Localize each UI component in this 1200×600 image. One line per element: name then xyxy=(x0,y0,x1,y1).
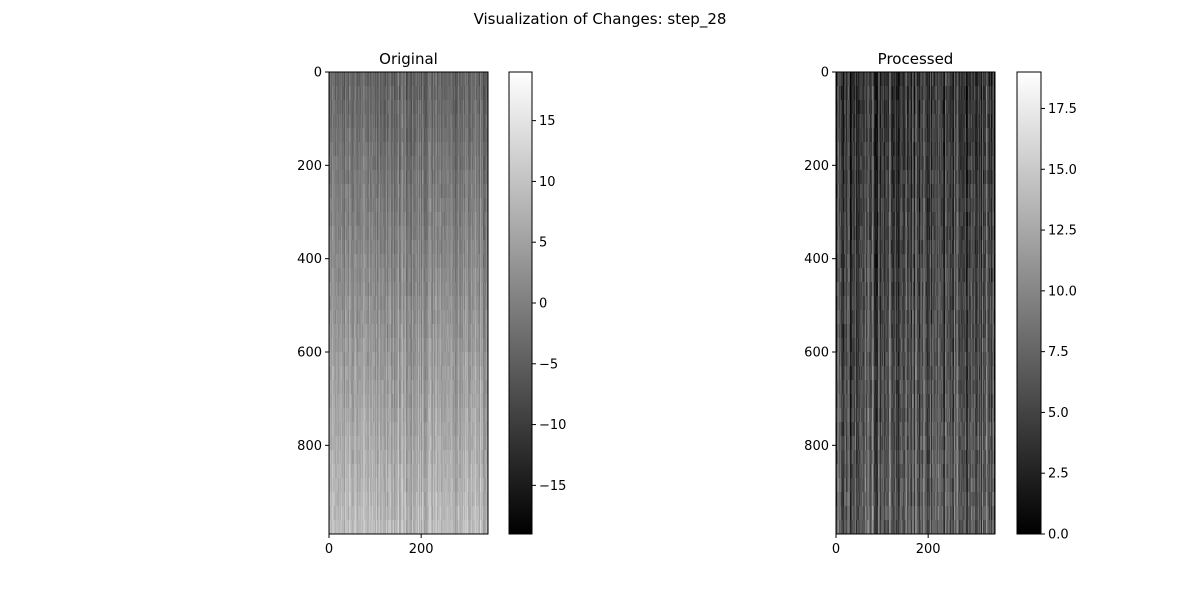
colorbar-tick-label: 5.0 xyxy=(1048,406,1069,421)
colorbar-tick-label: −10 xyxy=(539,418,566,433)
y-tick-label: 0 xyxy=(821,66,829,81)
y-tick-label: 200 xyxy=(297,159,322,174)
colorbar-original xyxy=(509,72,532,534)
heatmap-image-processed xyxy=(836,72,995,534)
colorbar-tick-label: 2.5 xyxy=(1048,467,1069,482)
x-tick-label: 0 xyxy=(832,542,840,557)
panel-processed: Processed 0 200 400 600 800 0 200 0.0 2.5 5.0 7.5 10… xyxy=(804,50,1077,557)
y-tick-label: 400 xyxy=(804,252,829,267)
colorbar-tick-label: 0 xyxy=(539,297,547,312)
colorbar-tick-label: 5 xyxy=(539,236,547,251)
y-tick-label: 0 xyxy=(314,66,322,81)
y-tick-label: 800 xyxy=(297,439,322,454)
figure-suptitle: Visualization of Changes: step_28 xyxy=(474,10,727,29)
panel-title: Original xyxy=(379,50,438,68)
x-tick-label: 200 xyxy=(916,542,941,557)
colorbar-processed xyxy=(1017,72,1041,534)
x-tick-label: 200 xyxy=(409,542,434,557)
colorbar-tick-label: 17.5 xyxy=(1048,102,1077,117)
y-tick-label: 400 xyxy=(297,252,322,267)
colorbar-tick-label: 0.0 xyxy=(1048,528,1069,543)
y-tick-label: 600 xyxy=(297,346,322,361)
panel-original: Original 0 200 400 600 800 0 200 −15 −10 −5 0 5 10 15 xyxy=(297,50,566,557)
panel-title: Processed xyxy=(878,50,954,68)
colorbar-tick-label: 10 xyxy=(539,175,556,190)
colorbar-tick-label: 10.0 xyxy=(1048,284,1077,299)
y-tick-label: 200 xyxy=(804,159,829,174)
colorbar-tick-label: −5 xyxy=(539,357,558,372)
y-tick-label: 600 xyxy=(804,346,829,361)
colorbar-tick-label: 12.5 xyxy=(1048,224,1077,239)
y-tick-label: 800 xyxy=(804,439,829,454)
colorbar-tick-label: 15 xyxy=(539,114,556,129)
colorbar-tick-label: 7.5 xyxy=(1048,345,1069,360)
colorbar-tick-label: −15 xyxy=(539,479,566,494)
heatmap-image-original xyxy=(329,72,488,534)
x-tick-label: 0 xyxy=(325,542,333,557)
colorbar-tick-label: 15.0 xyxy=(1048,163,1077,178)
